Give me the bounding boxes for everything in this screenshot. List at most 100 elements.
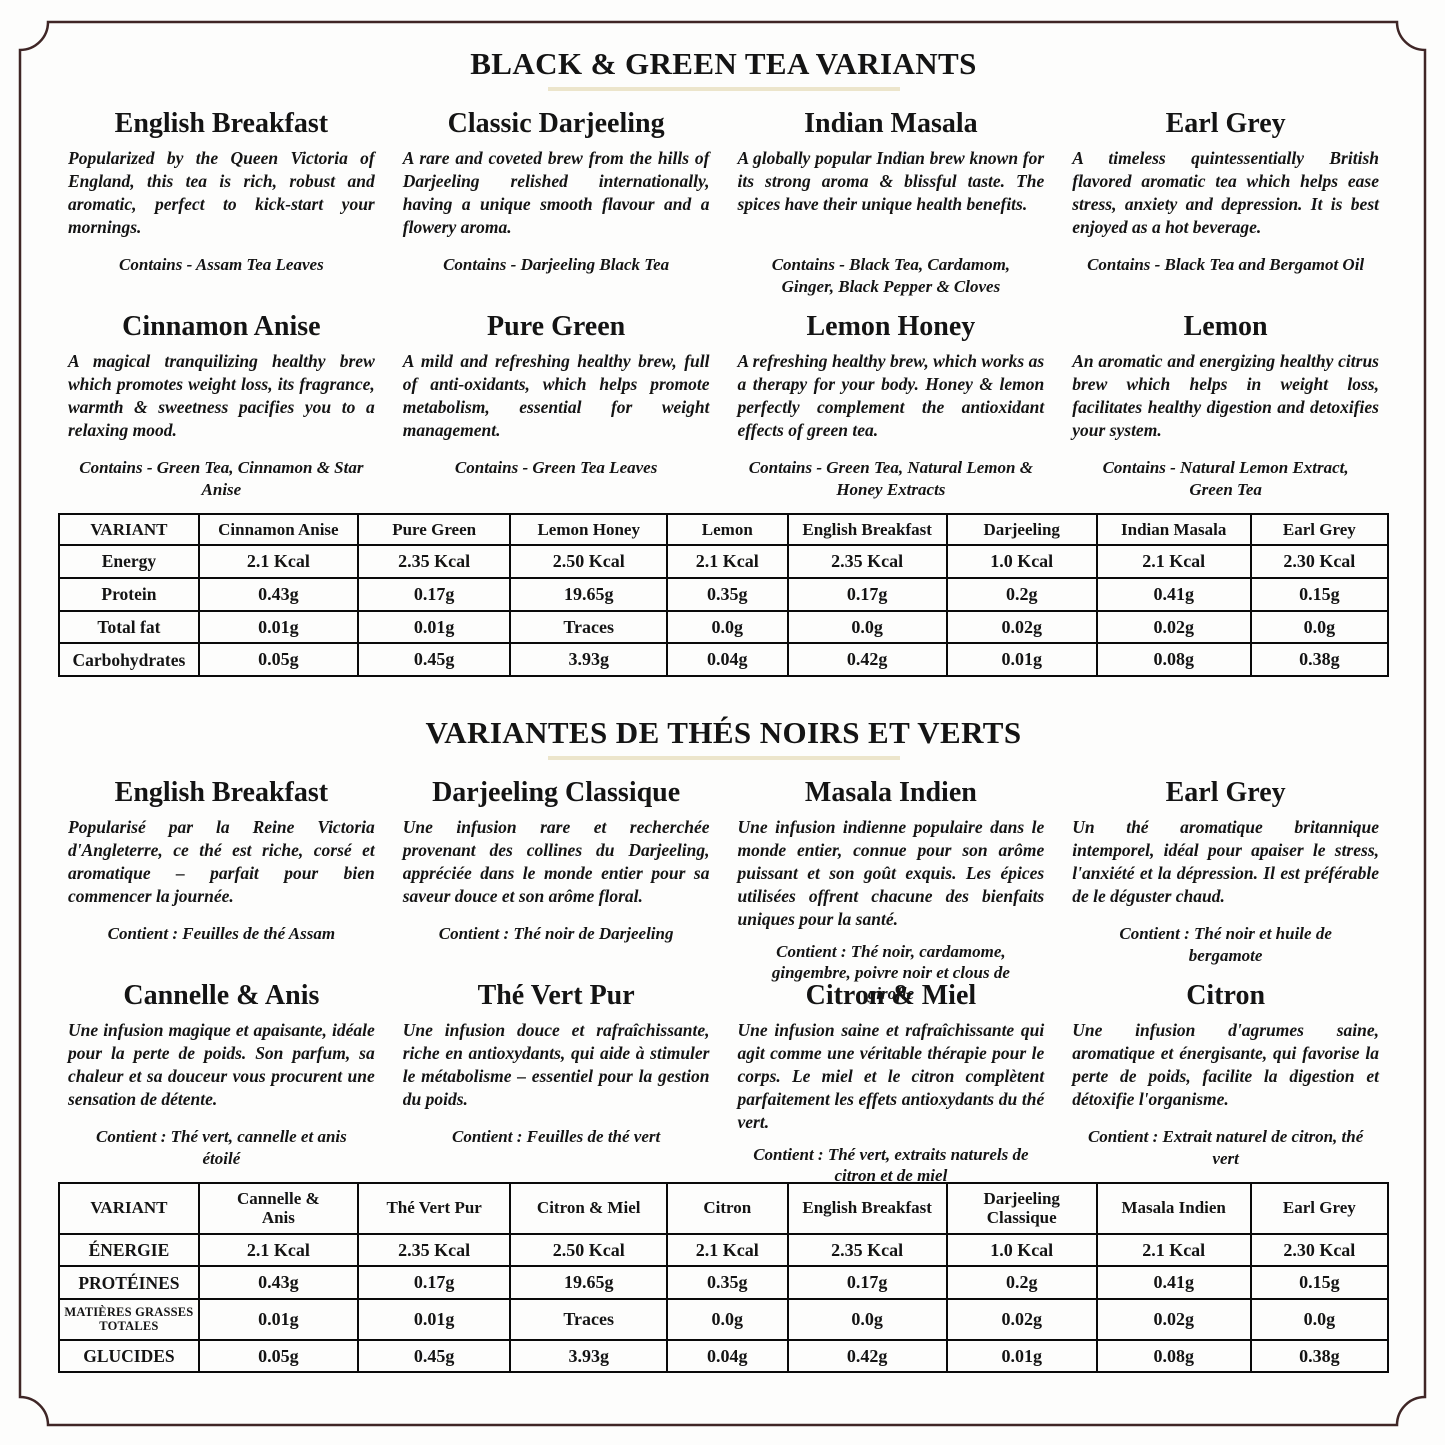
table-cell: 0.15g [1249,576,1390,612]
table-row: PROTÉINES 0.43g 0.17g 19.65g 0.35g 0.17g 0.2g 0… [58,1265,1390,1301]
table-cell: 2.35 Kcal [786,544,948,579]
title-underline [547,86,900,91]
row-label: ÉNERGIE [58,1232,200,1268]
column-header: Pure Green [356,512,512,547]
column-header: Citron [665,1181,789,1235]
tea-contains: Contains - Black Tea, Cardamom, Ginger, … [771,255,1011,296]
table-cell: 0.0g [1249,1298,1390,1341]
table-cell: 0.0g [1249,609,1390,645]
table-cell: 1.0 Kcal [945,1232,1098,1268]
column-header: Earl Grey [1249,1181,1390,1235]
table-cell: 0.2g [945,576,1098,612]
column-header: Masala Indien [1095,1181,1252,1235]
table-cell: 0.17g [356,1265,512,1301]
section-title-fr: VARIANTES DE THÉS NOIRS ET VERTS [425,714,1022,750]
table-row: GLUCIDES 0.05g 0.45g 3.93g 0.04g 0.42g 0.01g 0.… [58,1338,1390,1374]
nutrition-table-fr: VARIANT Cannelle & Anis Thé Vert Pur Citron… [58,1181,1390,1374]
table-cell: 0.04g [665,642,789,677]
tea-description: A mild and refreshing healthy brew, full… [402,351,710,441]
table-cell: 0.42g [786,1338,948,1374]
table-cell: 0.17g [786,1265,948,1301]
section-french: VARIANTES DE THÉS NOIRS ET VERTS English… [58,714,1390,1374]
table-cell: 0.35g [665,1265,789,1301]
table-cell: 19.65g [509,1265,668,1301]
table-cell: 0.02g [1095,609,1252,645]
tea-contains: Contient : Extrait naturel de citron, th… [1087,1127,1364,1168]
table-cell: 0.01g [945,1338,1098,1374]
tea-name: Thé Vert Pur [477,979,635,1011]
tea-contains: Contient : Feuilles de thé vert [452,1127,661,1147]
tea-name: Masala Indien [804,776,977,808]
tea-contains: Contient : Thé vert, extraits naturels d… [753,1144,1029,1186]
tea-card-lemon: Lemon An aromatic and energizing healthy… [1070,304,1381,507]
table-cell: 0.43g [197,1265,359,1301]
table-cell: 2.35 Kcal [356,544,512,579]
tea-description: A magical tranquilizing healthy brew whi… [68,351,375,441]
column-header: Lemon [665,512,789,547]
table-cell: 0.05g [197,1338,359,1374]
table-cell: 2.1 Kcal [665,1232,789,1268]
column-header: Lemon Honey [509,512,668,547]
table-row: Protein 0.43g 0.17g 19.65g 0.35g 0.17g 0.2g 0.4… [58,576,1390,612]
tea-card-indian-masala: Indian Masala A globally popular Indian … [736,101,1047,304]
column-header: Thé Vert Pur [356,1181,512,1235]
table-cell: 2.1 Kcal [197,544,359,579]
tea-card-classic-darjeeling: Classic Darjeeling A rare and coveted br… [401,101,712,304]
table-row: Total fat 0.01g 0.01g Traces 0.0g 0.0g 0.02g 0.… [58,609,1390,645]
tea-description: A globally popular Indian brew known for… [737,148,1045,215]
table-cell: 0.45g [356,1338,512,1374]
column-header: English Breakfast [786,512,948,547]
tea-name: Cannelle & Anis [123,979,320,1011]
table-cell: 0.01g [197,609,359,645]
tea-name: Earl Grey [1165,107,1286,139]
column-header: Citron & Miel [509,1181,668,1235]
tea-contains: Contains - Black Tea and Bergamot Oil [1087,255,1365,275]
table-cell: 0.08g [1095,642,1252,677]
section-title-en: BLACK & GREEN TEA VARIANTS [470,46,977,81]
table-row: Carbohydrates 0.05g 0.45g 3.93g 0.04g 0.42g 0.… [58,642,1390,677]
table-cell: 0.04g [665,1338,789,1374]
table-cell: 0.0g [786,1298,948,1341]
tea-contains: Contient : Thé noir de Darjeeling [438,924,674,944]
row-label: GLUCIDES [58,1338,200,1374]
table-cell: 0.38g [1249,1338,1390,1374]
table-cell: 2.50 Kcal [509,544,668,579]
column-header: VARIANT [58,512,200,547]
tea-contains: Contains - Natural Lemon Extract, Green … [1102,458,1349,499]
table-cell: 0.01g [356,609,512,645]
table-cell: 2.1 Kcal [197,1232,359,1268]
label-content: BLACK & GREEN TEA VARIANTS English Break… [58,36,1390,1374]
column-header: Darjeeling Classique [945,1181,1098,1235]
tea-card-citron: Citron Une infusion d'agrumes saine, aro… [1070,973,1381,1176]
tea-card-earl-grey: Earl Grey A timeless quintessentially Br… [1070,101,1381,304]
tea-contains: Contient : Thé noir et huile de bergamot… [1119,924,1332,965]
table-cell: 0.0g [665,609,789,645]
tea-contains: Contient : Thé vert, cannelle et anis ét… [96,1127,347,1168]
tea-contains: Contains - Darjeeling Black Tea [443,255,670,275]
table-cell: 0.42g [786,642,948,677]
row-label: Energy [58,544,200,579]
tea-description: A refreshing healthy brew, which works a… [737,351,1045,441]
tea-card-cinnamon-anise: Cinnamon Anise A magical tranquilizing h… [66,304,377,507]
row-label: PROTÉINES [58,1265,200,1301]
table-cell: 0.08g [1095,1338,1252,1374]
tea-name: Lemon [1183,310,1268,342]
table-cell: 2.30 Kcal [1249,1232,1390,1268]
table-cell: 0.15g [1249,1265,1390,1301]
row-label: Total fat [58,609,200,645]
table-cell: 0.01g [945,642,1098,677]
tea-grid-fr-row2: Cannelle & Anis Une infusion magique et … [66,973,1381,1185]
table-cell: 2.50 Kcal [509,1232,668,1268]
tea-description: Une infusion magique et apaisante, idéal… [68,1020,375,1110]
tea-card-darjeeling-classique: Darjeeling Classique Une infusion rare e… [401,770,712,973]
column-header: Darjeeling [945,512,1098,547]
column-header: Cinnamon Anise [197,512,359,547]
table-cell: Traces [509,609,668,645]
tea-name: Lemon Honey [806,310,976,342]
table-row: MATIÈRES GRASSES TOTALES 0.01g 0.01g Traces… [58,1298,1390,1341]
table-cell: 3.93g [509,642,668,677]
tea-card-cannelle-anis: Cannelle & Anis Une infusion magique et … [66,973,377,1176]
table-cell: 0.43g [197,576,359,612]
table-cell: 0.45g [356,642,512,677]
table-cell: Traces [509,1298,668,1341]
